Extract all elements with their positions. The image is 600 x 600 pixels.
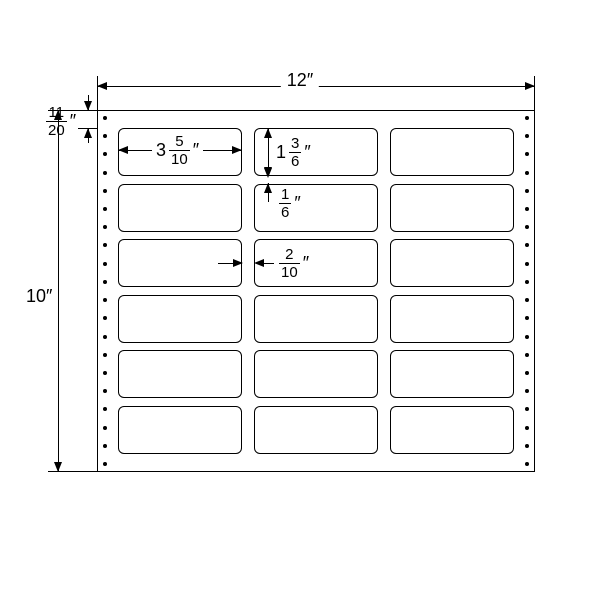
label-cell [254,128,378,176]
tractor-hole [103,426,107,430]
tractor-hole [103,116,107,120]
tractor-hole [103,353,107,357]
dim-rg-den: 6 [279,203,291,220]
diagram-stage: 12″ 10″ 11 20 ″ 3 5 10 ″ [0,0,600,600]
dim-rg-arrow-t [264,168,272,178]
dim-tm-den: 20 [46,121,67,138]
label-cell [254,184,378,232]
label-cell [254,350,378,398]
dim-tm-label: 11 20 ″ [46,104,76,138]
dim-width-label: 12″ [281,70,319,91]
dim-height-line [58,110,59,472]
tractor-hole [103,462,107,466]
dim-lh-num: 3 [289,136,301,152]
dim-height-value: 10″ [26,286,52,306]
label-cell [118,184,242,232]
tractor-hole [103,280,107,284]
tractor-hole [103,444,107,448]
dim-height-arrow-down [54,462,62,472]
tractor-hole [103,371,107,375]
tractor-hole [525,335,529,339]
label-cell [390,184,514,232]
label-cell [254,295,378,343]
dim-lh-arrow-u [264,128,272,138]
label-cell [390,295,514,343]
dim-height-label: 10″ [26,282,52,311]
dim-lw-label: 3 5 10 ″ [152,134,203,167]
label-cell [390,239,514,287]
tractor-hole [525,280,529,284]
dim-cg-num: 2 [283,247,295,263]
dim-rg-stub [268,183,269,202]
label-cell [390,128,514,176]
tractor-hole [525,353,529,357]
label-cell [118,350,242,398]
dim-cg-stub-l [218,263,233,264]
dim-cg-label: 2 10 ″ [276,246,312,280]
label-cell [118,295,242,343]
dim-lh-den: 6 [289,152,301,169]
dim-cg-den: 10 [279,263,300,280]
dim-lw-den: 10 [169,150,190,167]
label-cell [390,350,514,398]
dim-lh-label: 1 3 6 ″ [276,136,311,169]
dim-width-value: 12″ [287,70,313,90]
dim-rg-num: 1 [279,187,291,203]
label-cell [118,406,242,454]
dim-lw-arrow-r [232,146,242,154]
tractor-hole [525,426,529,430]
dim-cg-arrow-r [254,259,264,267]
tractor-hole [525,171,529,175]
dim-cg-stub-r [264,263,274,264]
tractor-hole [103,171,107,175]
dim-width-arrow-left [97,82,107,90]
label-cell [390,406,514,454]
dim-tm-num: 11 [47,105,67,121]
tractor-hole [525,189,529,193]
label-cell [254,406,378,454]
tractor-hole [103,335,107,339]
tractor-hole [525,262,529,266]
dim-tm-arrow-bot [84,128,92,138]
tractor-hole [525,444,529,448]
dim-lw-arrow-l [118,146,128,154]
dim-lw-whole: 3 [156,140,166,161]
dim-lh-whole: 1 [276,142,286,163]
tractor-hole [103,262,107,266]
tractor-hole [525,371,529,375]
tractor-hole [103,189,107,193]
dim-rg-label: 1 6 ″ [276,186,304,220]
dim-width-arrow-right [525,82,535,90]
tractor-hole [525,116,529,120]
tractor-hole [525,462,529,466]
dim-tm-arrow-top [84,101,92,111]
dim-lw-num: 5 [173,134,185,150]
dim-cg-arrow-l [233,259,243,267]
